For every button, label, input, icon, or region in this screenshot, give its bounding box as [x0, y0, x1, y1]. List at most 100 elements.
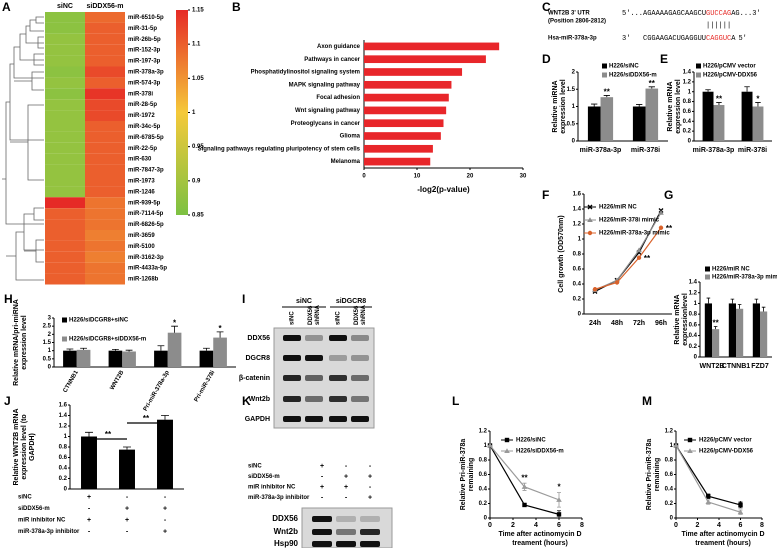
heat-cell — [45, 262, 85, 274]
panel-label: J — [4, 394, 11, 408]
seq-part: CAGGUC — [706, 35, 731, 43]
row-label: Wnt2b — [249, 396, 270, 403]
panel-label: E — [660, 52, 668, 66]
legend-swatch — [705, 266, 710, 272]
point — [521, 484, 528, 489]
bar — [364, 80, 452, 89]
error-bar — [171, 325, 178, 333]
y-tick-label: 0 — [572, 139, 576, 145]
y-tick-label: 0 — [670, 516, 674, 522]
seq-part: 5'...AGAAAAGAGCAAGCU — [622, 10, 706, 18]
bar — [364, 93, 449, 102]
point — [614, 280, 620, 285]
bar — [645, 88, 659, 141]
point — [587, 217, 593, 222]
condition-mark: - — [126, 494, 129, 501]
y-tick-label: 1 — [64, 434, 68, 440]
x-tick-label: miR-378a-3p — [580, 147, 622, 154]
y-tick-label: 1 — [48, 348, 52, 354]
panel-label: D — [542, 52, 551, 66]
series-line — [594, 212, 662, 291]
heat-cell — [85, 251, 125, 263]
x-tick-label: Pri-miR-378a-3p — [143, 370, 171, 413]
x-tick-label: miR-378i — [738, 147, 767, 154]
panel-label: K — [242, 394, 251, 408]
condition-mark: + — [87, 517, 91, 524]
condition-label: miR inhibitor NC — [18, 518, 66, 524]
heat-cell — [45, 131, 85, 143]
significance: * — [173, 318, 177, 327]
y-tick-label: 1 — [688, 89, 692, 95]
y-tick-label: 1.2 — [573, 222, 582, 228]
error-bar — [761, 306, 766, 312]
y-axis-label: expression level — [21, 315, 28, 370]
heat-cell — [85, 88, 125, 100]
point — [556, 497, 562, 502]
bar — [702, 91, 714, 141]
series-line — [594, 227, 662, 290]
x-tick-label: 6 — [739, 522, 743, 529]
significance: ** — [716, 95, 723, 104]
color-bar — [176, 10, 188, 215]
legend-label: H226/siDDX56-m — [516, 449, 564, 455]
heat-cell — [45, 55, 85, 67]
significance: ** — [521, 473, 528, 482]
color-tick-label: 0.9 — [192, 178, 201, 184]
y-tick-label: 0 — [48, 365, 52, 371]
y-tick-label: Pathways in cancer — [304, 57, 360, 63]
bar — [157, 419, 173, 489]
heat-cell — [85, 12, 125, 23]
row-label: miR-1973 — [128, 179, 155, 185]
bar — [76, 349, 91, 367]
error-bar — [157, 345, 165, 351]
heat-cell — [85, 110, 125, 121]
y-tick-label: 0.4 — [59, 466, 68, 472]
significance: * — [756, 95, 760, 104]
y-tick-label: Wnt signaling pathway — [295, 108, 361, 114]
condition-mark: + — [163, 528, 167, 535]
condition-mark: - — [321, 473, 324, 480]
y-axis-label: Relative Pri-miR-378a — [460, 439, 467, 511]
significance: ** — [644, 254, 651, 263]
heat-cell — [45, 77, 85, 89]
y-tick-label: 2 — [48, 332, 52, 338]
y-tick-label: 0.2 — [479, 501, 488, 507]
heat-cell — [85, 208, 125, 220]
bar — [364, 55, 486, 64]
y-tick-label: MAPK signaling pathway — [289, 82, 361, 88]
condition-mark: + — [344, 484, 348, 491]
row-label: miR-6826-5p — [128, 222, 164, 228]
panel-label: C — [542, 0, 551, 14]
row-label: miR-574-3p — [128, 80, 161, 86]
y-tick-label: 1.2 — [479, 429, 488, 435]
x-axis-label: Time after actinomycin D — [681, 531, 764, 538]
point — [687, 437, 693, 443]
band — [283, 355, 301, 361]
heat-cell — [85, 186, 125, 198]
significance: * — [739, 500, 743, 509]
y-tick-label: 1.2 — [59, 424, 68, 430]
condition-label: miR-378a-3p inhibitor — [248, 495, 310, 501]
legend-swatch — [62, 336, 67, 342]
point — [706, 494, 711, 499]
y-tick-label: 1.5 — [43, 340, 52, 346]
condition-mark: + — [125, 505, 129, 512]
row-label: miR-26b-5p — [128, 37, 161, 43]
bar — [713, 105, 725, 141]
y-tick-label: 0.8 — [683, 99, 692, 105]
panel-label: L — [452, 394, 459, 408]
significance: ** — [604, 88, 611, 97]
condition-label: siNC — [248, 464, 262, 470]
y-tick-label: 1.2 — [665, 429, 674, 435]
y-tick-label: 1 — [578, 237, 582, 243]
y-tick-label: 0.6 — [59, 455, 68, 461]
legend-label: H226/pCMV-DDX56 — [699, 449, 754, 455]
significance: * — [557, 483, 561, 492]
band — [336, 529, 356, 535]
y-axis-label: remaining — [468, 458, 475, 491]
y-tick-label: 1.5 — [567, 87, 576, 93]
band — [351, 335, 369, 341]
y-tick-label: 0.4 — [665, 487, 674, 493]
point — [556, 512, 562, 517]
